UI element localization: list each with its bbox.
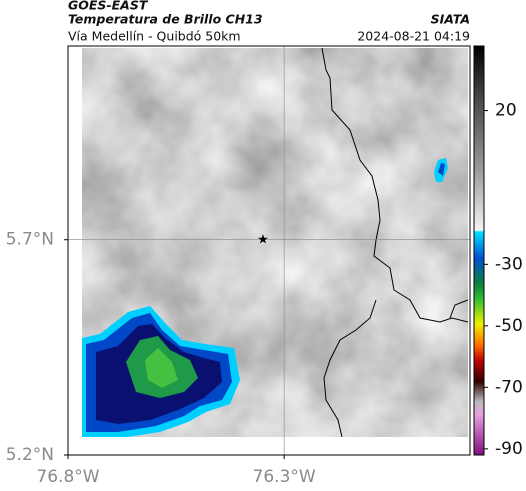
colorbar-label: -90 bbox=[495, 439, 523, 459]
route: Vía Medellín - Quibdó 50km bbox=[68, 29, 241, 44]
brand: SIATA bbox=[431, 12, 470, 27]
x-tick-label: 76.3°W bbox=[253, 467, 316, 487]
cold-cloud bbox=[438, 163, 445, 176]
map-frame bbox=[67, 45, 471, 456]
city-marker: ★ bbox=[257, 233, 269, 248]
y-tick-label: 5.2°N bbox=[6, 445, 54, 465]
borders bbox=[321, 48, 468, 437]
x-tick-label: 76.8°W bbox=[36, 467, 99, 487]
cold-cloud bbox=[145, 348, 178, 388]
gridlines bbox=[68, 46, 470, 455]
timestamp: 2024-08-21 04:19 bbox=[357, 29, 470, 44]
colorbar-label: -70 bbox=[495, 377, 523, 397]
colorbar bbox=[473, 45, 485, 456]
colorbar-label: -30 bbox=[495, 254, 523, 274]
colorbar-label: 20 bbox=[495, 101, 517, 121]
title: Temperatura de Brillo CH13 bbox=[68, 12, 263, 27]
raster bbox=[82, 48, 468, 437]
y-tick-label: 5.7°N bbox=[6, 230, 54, 250]
colorbar-label: -50 bbox=[495, 316, 523, 336]
source: GOES-EAST bbox=[68, 0, 149, 13]
